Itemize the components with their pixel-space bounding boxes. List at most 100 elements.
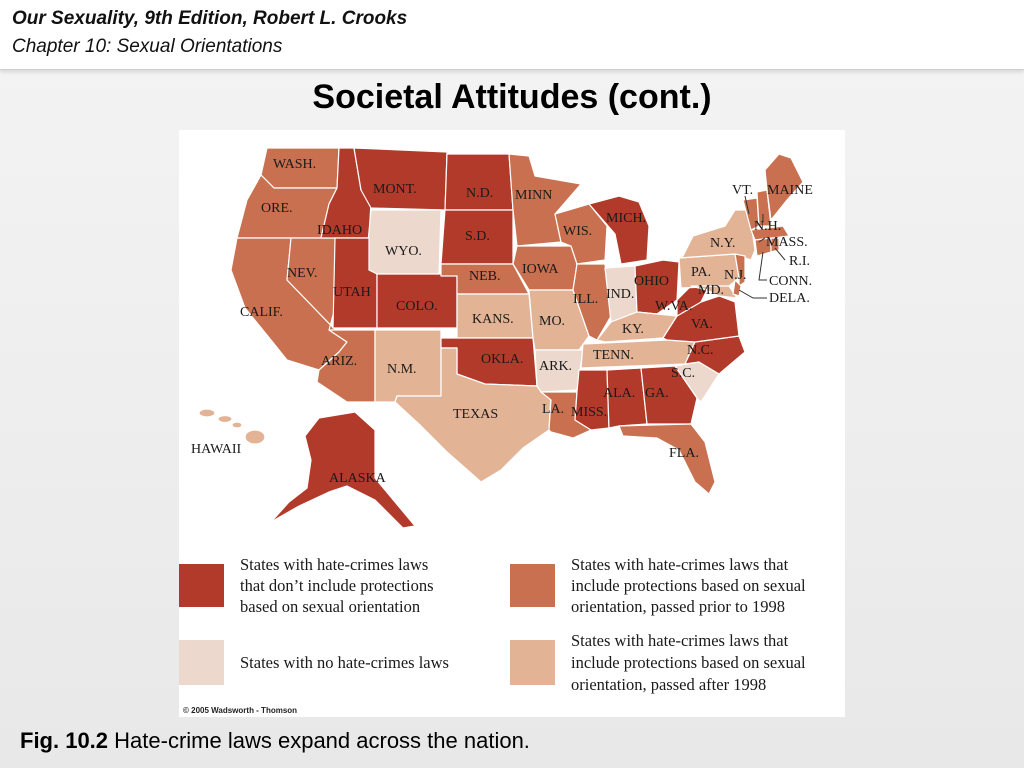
state-nd [444,153,514,211]
label-utah: UTAH [333,285,371,300]
state-nh [756,189,772,227]
label-idaho: IDAHO [317,223,362,238]
label-nm: N.M. [387,362,417,377]
state-alaska [270,411,416,529]
label-calif: CALIF. [240,305,283,320]
state-wyo [364,209,442,275]
label-conn: CONN. [769,274,812,289]
state-labels: WASH. ORE. CALIF. IDAHO NEV. MONT. WYO. … [191,157,813,486]
label-ala: ALA. [603,386,635,401]
state-maine [764,153,804,221]
label-la: LA. [542,402,564,417]
label-colo: COLO. [396,299,438,314]
legend-item1-line1: States with hate-crimes laws [240,555,428,574]
label-nh: N.H. [754,219,781,234]
label-sd: S.D. [465,229,490,244]
leader-conn [758,251,767,281]
leader-vt [744,195,750,215]
legend-swatch-after-1998 [510,640,555,685]
legend-item2-line3: orientation, passed prior to 1998 [571,597,785,616]
state-hawaii [217,414,233,424]
label-mich: MICH. [606,211,646,226]
state-hawaii-group [198,408,266,445]
state-ala [606,367,648,429]
state-ky [596,311,678,343]
label-wyo: WYO. [385,244,422,259]
caption-label: Fig. 10.2 [20,728,109,753]
label-kans: KANS. [472,312,514,327]
state-mass [750,225,790,241]
chapter-title: Chapter 10: Sexual Orientations [12,36,283,57]
label-wva: W.VA. [655,299,692,314]
state-md [690,285,738,299]
label-okla: OKLA. [481,352,523,367]
label-minn: MINN [515,188,552,203]
state-ga [640,365,698,425]
label-sc: S.C. [671,366,695,381]
state-fla [618,423,716,495]
label-va: VA. [691,317,713,332]
label-wis: WIS. [563,224,592,239]
legend-swatch-prior-1998 [510,564,555,607]
label-fla: FLA. [669,446,699,461]
state-nj [734,253,746,287]
legend-item1-line2: that don’t include protections [240,576,434,595]
state-mich [588,195,650,265]
label-md: MD. [698,283,724,298]
label-dela: DELA. [769,291,810,306]
legend-item4-line3: orientation, passed after 1998 [571,675,766,694]
label-ga: GA. [645,386,669,401]
label-nc: N.C. [687,343,713,358]
hate-crime-map-figure: WASH. ORE. CALIF. IDAHO NEV. MONT. WYO. … [179,130,845,717]
label-ill: ILL. [573,292,598,307]
legend-item2-line1: States with hate-crimes laws that [571,555,789,574]
label-maine: MAINE [767,183,813,198]
label-leader-lines [738,195,786,299]
label-hawaii: HAWAII [191,442,242,457]
label-ariz: ARIZ. [321,354,357,369]
label-nd: N.D. [466,186,493,201]
slide-header: Our Sexuality, 9th Edition, Robert L. Cr… [0,0,1024,70]
state-dela [732,279,742,297]
state-ri [770,237,780,253]
label-ky: KY. [622,322,644,337]
label-ny: N.Y. [710,236,735,251]
legend-item3-line1: States with no hate-crimes laws [240,653,449,672]
label-mo: MO. [539,314,565,329]
copyright-notice: © 2005 Wadsworth - Thomson [183,706,297,715]
legend-item1-line3: based on sexual orientation [240,597,420,616]
label-nj: N.J. [724,268,747,283]
legend-item4-line2: include protections based on sexual [571,653,806,672]
caption-text: Hate-crime laws expand across the nation… [108,728,530,753]
legend-swatch-no-laws [179,640,224,685]
legend-item4-line1: States with hate-crimes laws that [571,631,789,650]
label-ri: R.I. [789,254,810,269]
label-ark: ARK. [539,359,572,374]
label-alaska: ALASKA [329,471,387,486]
label-iowa: IOWA [522,262,559,277]
book-title: Our Sexuality, 9th Edition, Robert L. Cr… [12,8,408,29]
label-ind: IND. [606,287,634,302]
leader-dela [738,289,767,299]
label-wash: WASH. [273,157,316,172]
legend-swatch-no-orientation [179,564,224,607]
label-neb: NEB. [469,269,501,284]
legend: States with hate-crimes laws that don’t … [179,555,806,694]
state-hawaii [198,408,216,418]
state-ark [534,349,584,393]
state-texas [394,347,552,483]
label-mont: MONT. [373,182,417,197]
label-miss: MISS. [571,405,607,420]
label-tenn: TENN. [593,348,634,363]
state-hawaii [244,429,266,445]
label-mass: MASS. [766,235,808,250]
label-texas: TEXAS [453,407,498,422]
us-map: WASH. ORE. CALIF. IDAHO NEV. MONT. WYO. … [179,147,813,715]
legend-item2-line2: include protections based on sexual [571,576,806,595]
label-ohio: OHIO [634,274,669,289]
label-nev: NEV. [287,266,317,281]
label-ore: ORE. [261,201,293,216]
state-mont [353,147,448,211]
state-ny [678,209,756,261]
leader-ri [774,247,786,261]
